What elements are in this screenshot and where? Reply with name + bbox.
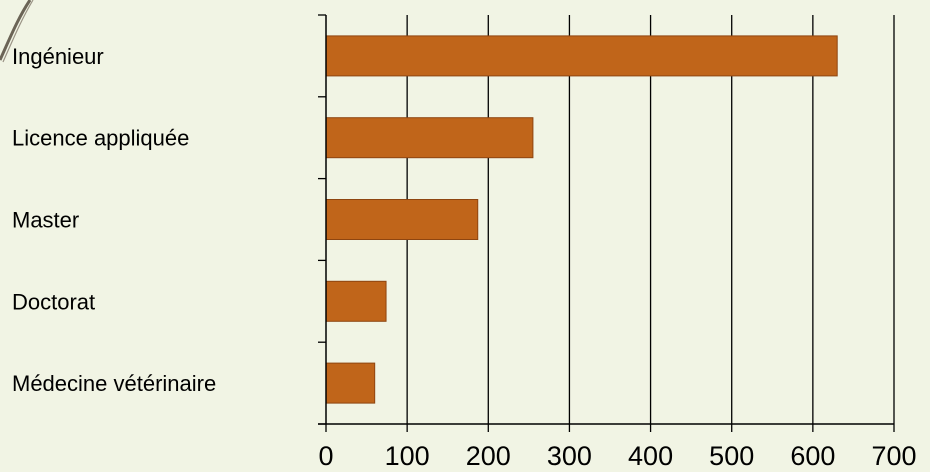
- gridlines: [406, 15, 895, 424]
- x-tick-label-300: 300: [547, 441, 592, 471]
- bar-4: [325, 280, 387, 322]
- x-tick-labels: 0 100 200 300 400 500 600 700: [318, 441, 916, 471]
- bar-5: [325, 362, 376, 404]
- x-tick-label-600: 600: [790, 441, 835, 471]
- x-tick-label-0: 0: [318, 441, 333, 471]
- bar-2: [325, 117, 534, 159]
- x-tick-label-400: 400: [628, 441, 673, 471]
- x-tick-label-500: 500: [709, 441, 754, 471]
- decorative-swoosh-thin: [2, 0, 34, 63]
- axes: [318, 14, 895, 432]
- category-labels: Ingénieur Licence appliquée Master Doctorat…: [12, 44, 216, 396]
- x-tick-label-100: 100: [385, 441, 430, 471]
- x-tick-label-200: 200: [466, 441, 511, 471]
- bars: [325, 35, 838, 404]
- x-tick-label-700: 700: [871, 441, 916, 471]
- category-label-4: Doctorat: [12, 289, 95, 314]
- category-label-2: Licence appliquée: [12, 126, 189, 151]
- bar-1: [325, 35, 838, 77]
- category-label-3: Master: [12, 208, 79, 233]
- category-label-1: Ingénieur: [12, 44, 104, 69]
- decorative-swoosh: [0, 0, 32, 61]
- bar-3: [325, 199, 479, 240]
- category-label-5: Médecine vétérinaire: [12, 371, 216, 396]
